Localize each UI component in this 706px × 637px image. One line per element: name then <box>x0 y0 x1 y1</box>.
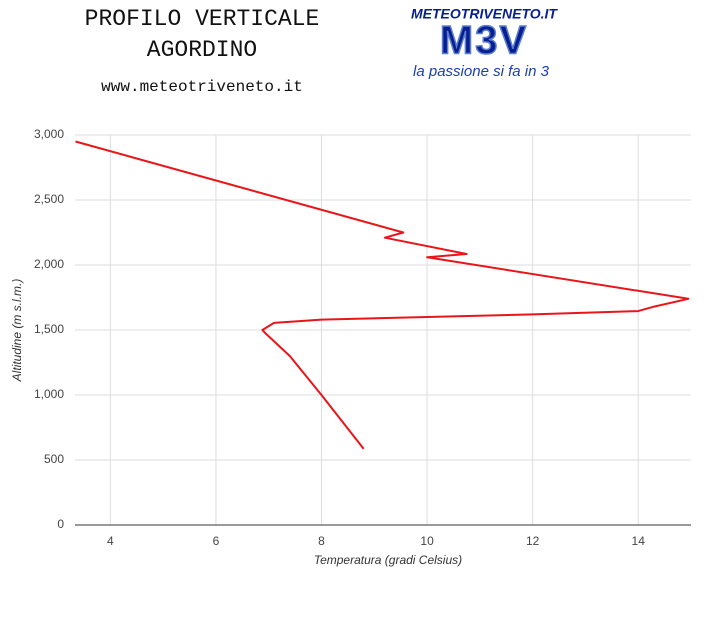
y-tick-label: 2,000 <box>34 257 64 271</box>
x-tick-label: 4 <box>107 534 114 548</box>
y-tick-label: 1,000 <box>34 387 64 401</box>
x-tick-label: 12 <box>526 534 540 548</box>
series-line <box>75 140 690 450</box>
x-tick-label: 6 <box>213 534 220 548</box>
x-tick-label: 14 <box>632 534 646 548</box>
y-axis-label: Altitudine (m s.l.m.) <box>10 279 24 383</box>
logo-site: METEOTRIVENETO.IT <box>411 6 558 22</box>
title-line: PROFILO VERTICALE <box>85 6 320 32</box>
x-axis-label: Temperatura (gradi Celsius) <box>314 553 462 567</box>
title-line: AGORDINO <box>147 37 257 63</box>
logo-mark: M3V <box>440 19 528 63</box>
y-tick-label: 2,500 <box>34 192 64 206</box>
x-tick-label: 10 <box>420 534 434 548</box>
logo-tagline: la passione si fa in 3 <box>413 63 550 80</box>
y-tick-label: 0 <box>57 517 64 531</box>
y-tick-label: 1,500 <box>34 322 64 336</box>
website: www.meteotriveneto.it <box>101 78 303 96</box>
y-tick-label: 3,000 <box>34 127 64 141</box>
y-tick-label: 500 <box>44 452 64 466</box>
x-tick-label: 8 <box>318 534 325 548</box>
